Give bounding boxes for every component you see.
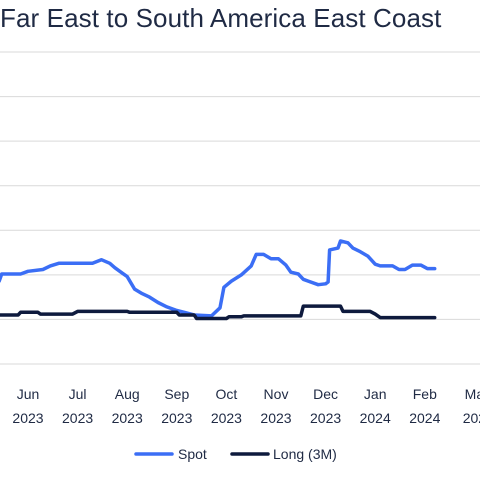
x-tick-year: 2023: [161, 410, 192, 426]
legend-label: Long (3M): [273, 446, 337, 462]
x-axis-ticks: Jun 2023 Jul 2023 Aug 2023 Sep 2023 Oct 2023 Nov 20…: [12, 386, 480, 426]
series-line-spot: [0, 239, 437, 318]
x-tick-month: Sep: [164, 386, 189, 402]
x-tick-month: Jun: [17, 386, 40, 402]
chart-title: Far East to South America East Coast: [0, 3, 442, 33]
x-tick-year: 2024: [360, 410, 391, 426]
legend-label: Spot: [178, 446, 207, 462]
x-tick-year: 2023: [112, 410, 143, 426]
x-tick-month: Oct: [216, 386, 238, 402]
x-tick-year: 202: [463, 410, 480, 426]
x-tick-month: Dec: [313, 386, 338, 402]
series-line-long-3m: [0, 304, 437, 321]
x-tick-year: 2023: [260, 410, 291, 426]
legend: Spot Long (3M): [134, 446, 337, 462]
x-tick-month: Ma: [465, 386, 480, 402]
x-tick-month: Nov: [264, 386, 289, 402]
x-tick-month: Aug: [115, 386, 140, 402]
x-tick-year: 2023: [12, 410, 43, 426]
x-tick-year: 2023: [211, 410, 242, 426]
x-tick-year: 2024: [409, 410, 440, 426]
x-tick-month: Jan: [364, 386, 387, 402]
x-tick-year: 2023: [62, 410, 93, 426]
x-tick-month: Jul: [69, 386, 87, 402]
series-lines: [0, 239, 437, 321]
x-tick-year: 2023: [310, 410, 341, 426]
x-tick-month: Feb: [413, 386, 437, 402]
